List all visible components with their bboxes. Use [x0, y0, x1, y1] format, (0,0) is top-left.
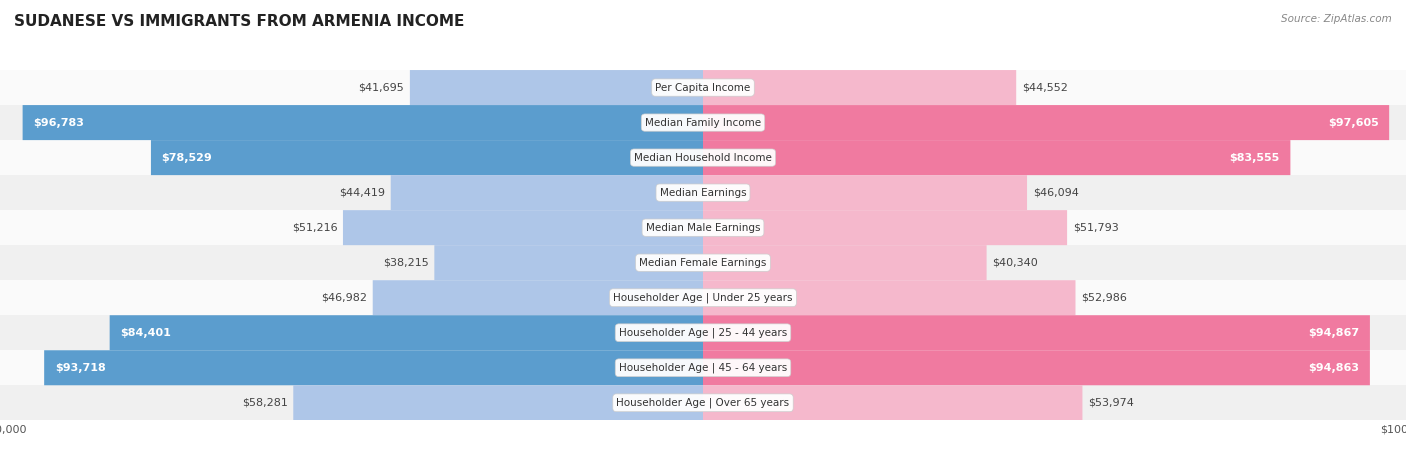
- Text: Householder Age | 45 - 64 years: Householder Age | 45 - 64 years: [619, 362, 787, 373]
- Text: $53,974: $53,974: [1088, 398, 1133, 408]
- FancyBboxPatch shape: [110, 315, 703, 350]
- FancyBboxPatch shape: [373, 280, 703, 315]
- Text: $51,216: $51,216: [291, 223, 337, 233]
- Text: $97,605: $97,605: [1327, 118, 1379, 127]
- Text: Median Female Earnings: Median Female Earnings: [640, 258, 766, 268]
- Text: Median Male Earnings: Median Male Earnings: [645, 223, 761, 233]
- Text: $94,867: $94,867: [1308, 328, 1360, 338]
- FancyBboxPatch shape: [434, 245, 703, 280]
- FancyBboxPatch shape: [294, 385, 703, 420]
- FancyBboxPatch shape: [703, 350, 1369, 385]
- Bar: [0, 315, 1406, 350]
- Text: $78,529: $78,529: [162, 153, 212, 163]
- Text: $38,215: $38,215: [382, 258, 429, 268]
- FancyBboxPatch shape: [703, 385, 1083, 420]
- Text: $93,718: $93,718: [55, 363, 105, 373]
- Bar: [0, 210, 1406, 245]
- Bar: [0, 350, 1406, 385]
- Text: $41,695: $41,695: [359, 83, 405, 92]
- Text: SUDANESE VS IMMIGRANTS FROM ARMENIA INCOME: SUDANESE VS IMMIGRANTS FROM ARMENIA INCO…: [14, 14, 464, 29]
- Bar: [0, 105, 1406, 140]
- Text: Median Family Income: Median Family Income: [645, 118, 761, 127]
- Text: $58,281: $58,281: [242, 398, 288, 408]
- FancyBboxPatch shape: [703, 315, 1369, 350]
- Bar: [0, 245, 1406, 280]
- FancyBboxPatch shape: [703, 70, 1017, 105]
- Text: $46,982: $46,982: [321, 293, 367, 303]
- FancyBboxPatch shape: [22, 105, 703, 140]
- FancyBboxPatch shape: [703, 245, 987, 280]
- Bar: [0, 385, 1406, 420]
- Text: $83,555: $83,555: [1230, 153, 1279, 163]
- Text: Householder Age | Under 25 years: Householder Age | Under 25 years: [613, 292, 793, 303]
- Bar: [0, 175, 1406, 210]
- Text: $52,986: $52,986: [1081, 293, 1128, 303]
- FancyBboxPatch shape: [391, 175, 703, 210]
- Text: $96,783: $96,783: [34, 118, 84, 127]
- Bar: [0, 70, 1406, 105]
- Text: Per Capita Income: Per Capita Income: [655, 83, 751, 92]
- Bar: [0, 140, 1406, 175]
- Text: Source: ZipAtlas.com: Source: ZipAtlas.com: [1281, 14, 1392, 24]
- FancyBboxPatch shape: [703, 175, 1026, 210]
- FancyBboxPatch shape: [150, 140, 703, 175]
- Text: $44,419: $44,419: [339, 188, 385, 198]
- FancyBboxPatch shape: [44, 350, 703, 385]
- Bar: [0, 280, 1406, 315]
- Text: $46,094: $46,094: [1032, 188, 1078, 198]
- Text: $40,340: $40,340: [993, 258, 1038, 268]
- Text: Householder Age | 25 - 44 years: Householder Age | 25 - 44 years: [619, 327, 787, 338]
- Text: Median Earnings: Median Earnings: [659, 188, 747, 198]
- Text: $44,552: $44,552: [1022, 83, 1067, 92]
- FancyBboxPatch shape: [703, 210, 1067, 245]
- Text: Householder Age | Over 65 years: Householder Age | Over 65 years: [616, 397, 790, 408]
- Text: $51,793: $51,793: [1073, 223, 1119, 233]
- FancyBboxPatch shape: [411, 70, 703, 105]
- FancyBboxPatch shape: [703, 105, 1389, 140]
- Text: Median Household Income: Median Household Income: [634, 153, 772, 163]
- FancyBboxPatch shape: [703, 280, 1076, 315]
- Text: $84,401: $84,401: [120, 328, 172, 338]
- FancyBboxPatch shape: [343, 210, 703, 245]
- FancyBboxPatch shape: [703, 140, 1291, 175]
- Text: $94,863: $94,863: [1309, 363, 1360, 373]
